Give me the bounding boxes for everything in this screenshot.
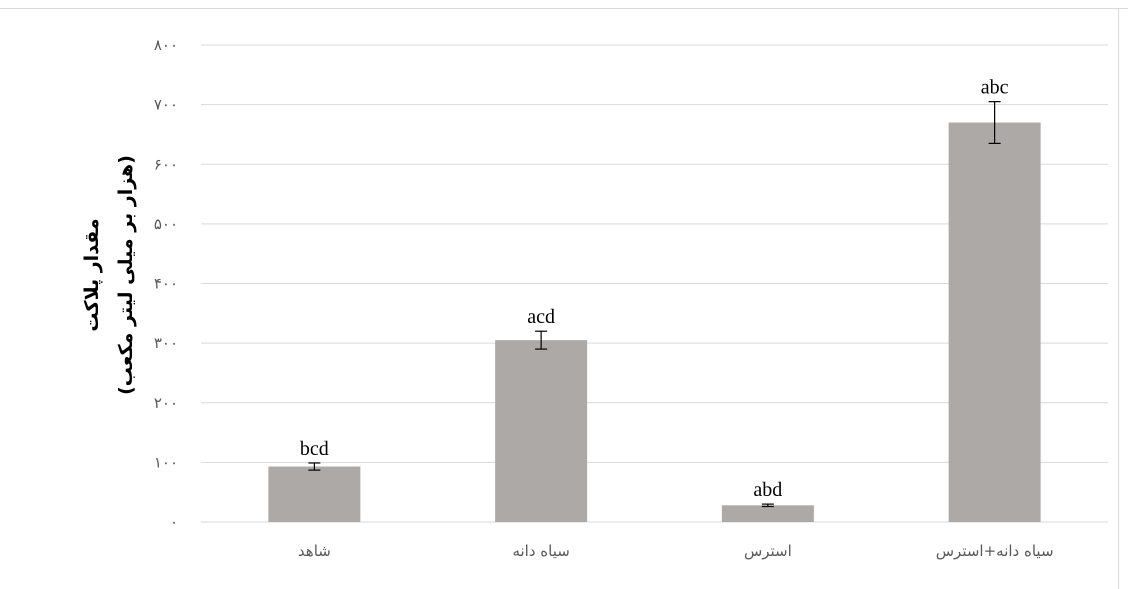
y-axis-title-line2: (هزار بر میلی لیتر مکعب) xyxy=(115,155,137,395)
y-tick-label: ۴۰۰ xyxy=(154,277,178,293)
y-tick-label: ۰ xyxy=(170,515,178,531)
bar-significance-label: acd xyxy=(527,306,555,328)
frame-top-border xyxy=(0,8,1128,9)
bar-significance-label: abc xyxy=(981,77,1009,99)
y-tick-label: ۶۰۰ xyxy=(154,157,178,173)
bar xyxy=(268,466,361,522)
bar-significance-label: bcd xyxy=(300,438,329,460)
frame-right-border xyxy=(1118,8,1119,589)
y-axis-title-line1: مقدار پلاکت xyxy=(81,218,103,331)
category-label: سیاه دانه+استرس xyxy=(936,542,1054,560)
y-tick-label: ۳۰۰ xyxy=(154,336,178,352)
bar-significance-label: abd xyxy=(753,479,782,501)
y-tick-label: ۲۰۰ xyxy=(154,396,178,412)
category-label: استرس xyxy=(744,542,792,560)
bar xyxy=(495,340,588,522)
y-tick-label: ۷۰۰ xyxy=(154,98,178,114)
bar xyxy=(721,505,814,522)
bars: bcd acd abd abc xyxy=(268,77,1041,522)
y-axis-title: مقدار پلاکت (هزار بر میلی لیتر مکعب) xyxy=(81,155,137,395)
y-tick-label: ۸۰۰ xyxy=(154,38,178,54)
category-label: شاهد xyxy=(298,542,331,560)
category-label: سیاه دانه xyxy=(512,542,569,560)
bar xyxy=(948,122,1041,522)
y-tick-label: ۵۰۰ xyxy=(154,217,178,233)
y-tick-labels: ۰ ۱۰۰ ۲۰۰ ۳۰۰ ۴۰۰ ۵۰۰ ۶۰۰ ۷۰۰ ۸۰۰ xyxy=(154,38,178,531)
category-labels: شاهد سیاه دانه استرس سیاه دانه+استرس xyxy=(298,542,1054,560)
y-tick-label: ۱۰۰ xyxy=(154,455,178,471)
